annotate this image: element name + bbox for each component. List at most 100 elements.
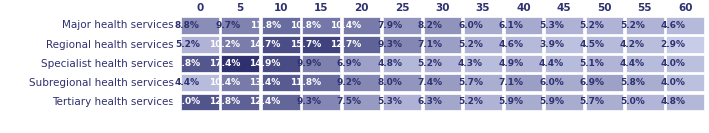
FancyBboxPatch shape <box>424 36 462 53</box>
Text: Subregional health services: Subregional health services <box>29 78 174 88</box>
FancyBboxPatch shape <box>181 36 218 53</box>
Text: 8.0%: 8.0% <box>377 78 402 87</box>
Text: 4.4%: 4.4% <box>174 78 200 87</box>
Text: 3.9%: 3.9% <box>539 40 564 49</box>
Text: 5.3%: 5.3% <box>377 97 402 106</box>
Text: 4.6%: 4.6% <box>660 21 686 30</box>
FancyBboxPatch shape <box>342 93 381 110</box>
FancyBboxPatch shape <box>505 17 542 34</box>
FancyBboxPatch shape <box>302 93 340 110</box>
Text: 15: 15 <box>314 3 328 13</box>
FancyBboxPatch shape <box>464 74 502 91</box>
Text: 4.4%: 4.4% <box>539 59 564 68</box>
FancyBboxPatch shape <box>181 93 218 110</box>
Text: 4.4%: 4.4% <box>620 59 645 68</box>
FancyBboxPatch shape <box>666 36 704 53</box>
Text: 5.7%: 5.7% <box>579 97 604 106</box>
FancyBboxPatch shape <box>262 17 299 34</box>
Text: 11.8%: 11.8% <box>290 78 321 87</box>
Text: 5.3%: 5.3% <box>539 21 564 30</box>
FancyBboxPatch shape <box>586 55 623 72</box>
FancyBboxPatch shape <box>424 74 462 91</box>
FancyBboxPatch shape <box>545 36 583 53</box>
FancyBboxPatch shape <box>342 74 381 91</box>
FancyBboxPatch shape <box>666 55 704 72</box>
FancyBboxPatch shape <box>626 36 664 53</box>
Text: 11.8%: 11.8% <box>250 21 281 30</box>
Text: 0: 0 <box>196 3 203 13</box>
Text: 4.5%: 4.5% <box>579 40 604 49</box>
Text: Tertiary health services: Tertiary health services <box>52 97 174 107</box>
FancyBboxPatch shape <box>383 17 421 34</box>
Text: 10.2%: 10.2% <box>209 40 240 49</box>
FancyBboxPatch shape <box>545 93 583 110</box>
Text: Major health services: Major health services <box>62 20 174 30</box>
Text: 15.7%: 15.7% <box>290 40 321 49</box>
Text: 10: 10 <box>274 3 288 13</box>
Text: 4.0%: 4.0% <box>661 59 686 68</box>
Text: 7.1%: 7.1% <box>498 78 523 87</box>
Text: 6.0%: 6.0% <box>458 21 483 30</box>
Text: 5.9%: 5.9% <box>498 97 523 106</box>
FancyBboxPatch shape <box>626 55 664 72</box>
Text: 5.2%: 5.2% <box>418 59 442 68</box>
Text: 5.2%: 5.2% <box>175 40 200 49</box>
FancyBboxPatch shape <box>302 17 340 34</box>
FancyBboxPatch shape <box>586 36 623 53</box>
FancyBboxPatch shape <box>221 93 259 110</box>
Text: 7.4%: 7.4% <box>418 78 442 87</box>
FancyBboxPatch shape <box>666 17 704 34</box>
Text: 5.2%: 5.2% <box>620 21 645 30</box>
Text: 17.4%: 17.4% <box>209 59 240 68</box>
FancyBboxPatch shape <box>221 17 259 34</box>
FancyBboxPatch shape <box>262 74 299 91</box>
FancyBboxPatch shape <box>262 93 299 110</box>
Text: 45: 45 <box>557 3 571 13</box>
FancyBboxPatch shape <box>221 74 259 91</box>
FancyBboxPatch shape <box>302 55 340 72</box>
FancyBboxPatch shape <box>464 17 502 34</box>
FancyBboxPatch shape <box>383 93 421 110</box>
Text: 7.9%: 7.9% <box>377 21 402 30</box>
FancyBboxPatch shape <box>545 17 583 34</box>
Text: 13.4%: 13.4% <box>250 78 281 87</box>
Text: 6.9%: 6.9% <box>337 59 362 68</box>
Text: 4.8%: 4.8% <box>377 59 402 68</box>
FancyBboxPatch shape <box>424 55 462 72</box>
Text: 60: 60 <box>678 3 693 13</box>
FancyBboxPatch shape <box>221 55 259 72</box>
Text: 12.4%: 12.4% <box>250 97 281 106</box>
Text: 5.2%: 5.2% <box>458 40 483 49</box>
FancyBboxPatch shape <box>383 55 421 72</box>
FancyBboxPatch shape <box>626 93 664 110</box>
Text: 6.3%: 6.3% <box>418 97 442 106</box>
FancyBboxPatch shape <box>626 74 664 91</box>
Text: 35: 35 <box>476 3 490 13</box>
Text: 25: 25 <box>395 3 409 13</box>
Text: 9.7%: 9.7% <box>215 21 240 30</box>
FancyBboxPatch shape <box>505 55 542 72</box>
FancyBboxPatch shape <box>464 36 502 53</box>
Text: 7.1%: 7.1% <box>418 40 442 49</box>
Text: 5.2%: 5.2% <box>458 97 483 106</box>
FancyBboxPatch shape <box>221 36 259 53</box>
Text: 5.9%: 5.9% <box>539 97 564 106</box>
Text: 55: 55 <box>637 3 652 13</box>
FancyBboxPatch shape <box>464 55 502 72</box>
FancyBboxPatch shape <box>545 74 583 91</box>
FancyBboxPatch shape <box>342 36 381 53</box>
Text: 20: 20 <box>354 3 369 13</box>
Text: 9.2%: 9.2% <box>337 78 362 87</box>
FancyBboxPatch shape <box>464 93 502 110</box>
Text: 4.8%: 4.8% <box>660 97 686 106</box>
Text: 9.3%: 9.3% <box>296 97 321 106</box>
FancyBboxPatch shape <box>383 74 421 91</box>
Text: Regional health services: Regional health services <box>46 40 174 50</box>
FancyBboxPatch shape <box>302 36 340 53</box>
FancyBboxPatch shape <box>181 74 218 91</box>
FancyBboxPatch shape <box>505 93 542 110</box>
Text: 9.3%: 9.3% <box>377 40 402 49</box>
Text: 4.3%: 4.3% <box>458 59 483 68</box>
Text: 5.8%: 5.8% <box>620 78 645 87</box>
FancyBboxPatch shape <box>302 74 340 91</box>
